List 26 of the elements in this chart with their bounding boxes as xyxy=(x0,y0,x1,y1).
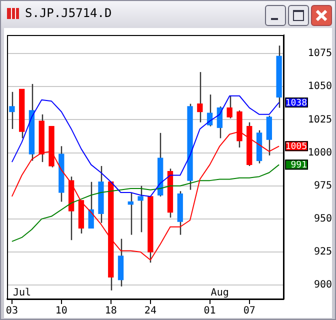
y-tick-label: 900 xyxy=(314,280,332,291)
candlestick xyxy=(266,115,272,156)
x-tick-label: 24 xyxy=(144,306,156,317)
y-tick-label: 950 xyxy=(314,214,332,225)
y-tick-label: 1000 xyxy=(308,147,332,158)
data-label: 991 xyxy=(290,160,307,171)
annotation: Jul xyxy=(12,288,32,299)
y-tick-label: 975 xyxy=(314,180,332,192)
candlestick xyxy=(138,185,144,233)
x-tick-label: 10 xyxy=(55,306,68,317)
candlestick xyxy=(206,94,213,127)
data-label: 1038 xyxy=(285,98,307,108)
x-tick-label: 01 xyxy=(204,306,216,317)
x-tick-label: 18 xyxy=(104,306,117,317)
y-tick-label: 1050 xyxy=(308,81,332,92)
x-tick-label: 07 xyxy=(243,306,256,317)
candlestick xyxy=(9,91,15,130)
data-label: 1005 xyxy=(285,142,307,152)
candlestick xyxy=(226,95,232,119)
chart-title: S.JP.J5714.D xyxy=(25,6,112,20)
candlestick xyxy=(197,71,203,123)
y-tick-label: 1025 xyxy=(308,114,332,126)
y-tick-label: 925 xyxy=(314,246,332,258)
y-tick-label: 1075 xyxy=(308,48,332,60)
x-tick-label: 03 xyxy=(6,306,18,317)
annotation: Aug xyxy=(210,288,229,299)
